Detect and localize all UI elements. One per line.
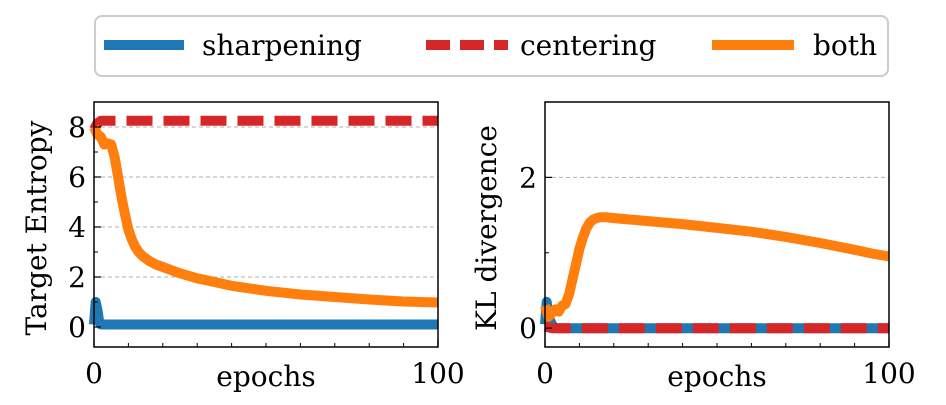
series-layer — [540, 212, 890, 334]
series-layer — [89, 115, 439, 330]
axes-frame — [93, 101, 439, 348]
y-tick-label: 2 — [519, 161, 537, 194]
y-tick-label: 2 — [68, 261, 86, 294]
legend-frame — [94, 15, 889, 77]
x-axis-label: epochs — [216, 360, 315, 393]
y-tick-label: 8 — [68, 111, 86, 144]
legend-label-sharpening: sharpening — [202, 29, 362, 62]
ticks: 0 2 4 6 8 0 100 — [68, 111, 465, 390]
legend-label-both: both — [813, 29, 877, 62]
chart-kl-divergence: 0 2 0 100 epochs KL divergence — [470, 101, 916, 393]
legend: sharpening centering both — [94, 15, 889, 77]
y-tick-label: 6 — [68, 161, 86, 194]
x-tick-label: 0 — [536, 357, 554, 390]
series-line-both — [89, 124, 439, 308]
chart-target-entropy: 0 2 4 6 8 0 100 epochs Target Entropy — [20, 101, 465, 393]
x-tick-label: 100 — [862, 357, 915, 390]
y-tick-label: 0 — [68, 311, 86, 344]
x-axis-label: epochs — [667, 360, 766, 393]
series-line-sharpening — [89, 297, 438, 330]
x-tick-label: 100 — [411, 357, 464, 390]
series-line-centering — [89, 115, 438, 132]
series-line-both — [540, 212, 890, 322]
grid — [545, 176, 889, 329]
y-tick-label: 0 — [519, 312, 537, 345]
y-axis-label: Target Entropy — [20, 120, 53, 335]
x-tick-label: 0 — [85, 357, 103, 390]
legend-label-centering: centering — [520, 29, 656, 62]
y-tick-label: 4 — [68, 211, 86, 244]
y-axis-label: KL divergence — [470, 125, 503, 331]
ticks: 0 2 0 100 — [519, 161, 916, 390]
